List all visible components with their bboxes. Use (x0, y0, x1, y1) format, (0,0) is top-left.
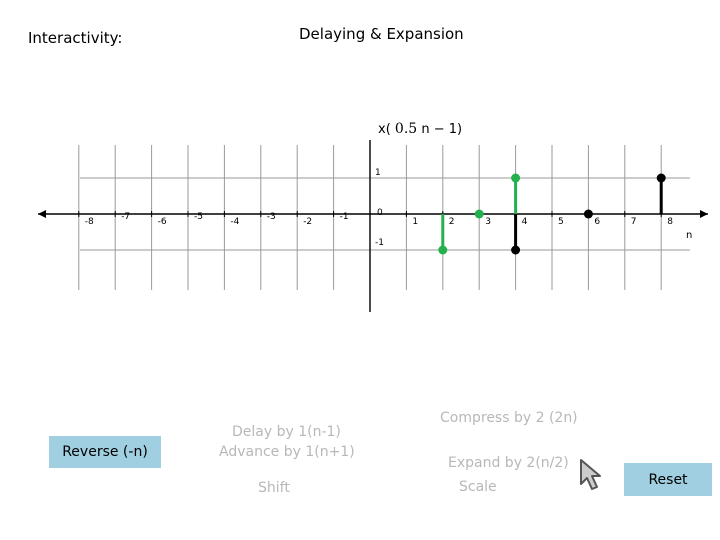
advance-button[interactable]: Advance by 1(n+1) (219, 444, 355, 460)
x-tick-label: -3 (267, 212, 276, 222)
y-tick-label: 1 (375, 168, 381, 178)
x-tick-label: 2 (449, 217, 455, 227)
x-tick-label: -8 (85, 217, 94, 227)
compress-button[interactable]: Compress by 2 (2n) (440, 410, 578, 426)
reverse-button[interactable]: Reverse (-n) (49, 436, 161, 468)
formula-prefix: x( (378, 122, 391, 137)
shift-label: Shift (258, 480, 290, 496)
signal-point (656, 173, 666, 183)
signal-point (474, 209, 484, 219)
x-tick-label: 8 (667, 217, 673, 227)
x-axis-arrow-right (700, 210, 708, 218)
x-axis-label: n (686, 230, 692, 241)
page-title: Delaying & Expansion (299, 25, 464, 43)
signal-point (583, 209, 593, 219)
cursor-arrow-icon (580, 459, 601, 490)
formula-offset: 1 (448, 122, 458, 137)
x-tick-label: -5 (194, 212, 203, 222)
interactivity-label: Interactivity: (28, 29, 123, 47)
formula-suffix: ) (457, 122, 463, 137)
delay-button[interactable]: Delay by 1(n-1) (232, 424, 341, 440)
x-tick-label: 7 (631, 217, 637, 227)
signal-point (438, 245, 448, 255)
expand-button[interactable]: Expand by 2(n/2) (448, 455, 569, 471)
x-tick-label: -1 (340, 212, 349, 222)
reset-button[interactable]: Reset (624, 463, 712, 496)
formula-variable: n (421, 122, 430, 137)
x-tick-label: 6 (594, 217, 600, 227)
x-tick-label: 5 (558, 217, 564, 227)
x-tick-label: -7 (121, 212, 130, 222)
x-tick-label: 1 (412, 217, 418, 227)
x-tick-label: -2 (303, 217, 312, 227)
x-tick-label: 4 (522, 217, 528, 227)
signal-formula: x( 0.5 n − 1) (378, 121, 462, 137)
x-tick-label: -6 (158, 217, 167, 227)
formula-coefficient: 0.5 (394, 121, 418, 137)
x-axis-arrow-left (38, 210, 46, 218)
signal-point (511, 245, 521, 255)
y-tick-label: -1 (375, 238, 384, 248)
x-tick-label: -4 (230, 217, 239, 227)
signal-point (511, 173, 521, 183)
formula-operator: − (433, 122, 445, 137)
scale-label: Scale (459, 479, 497, 495)
x-tick-label: 0 (377, 208, 383, 218)
x-tick-label: 3 (485, 217, 491, 227)
